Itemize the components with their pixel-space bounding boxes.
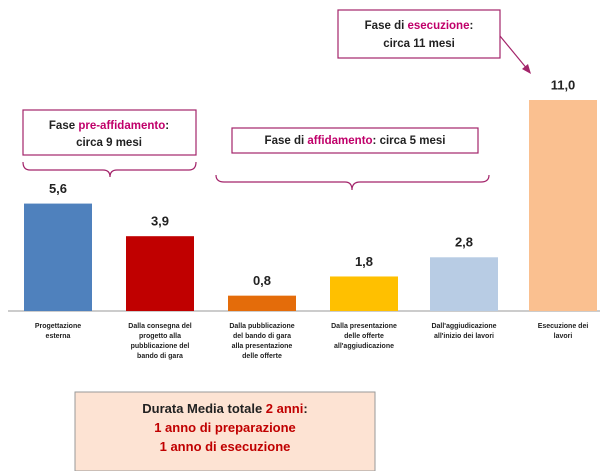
x-tick-label: alla presentazione — [232, 343, 293, 350]
annotation-part: : — [469, 20, 473, 32]
annotation-part: : — [303, 401, 307, 416]
x-tick-label: all'aggiudicazione — [334, 343, 394, 350]
annotation: 1 anno di preparazione — [154, 420, 296, 435]
x-tick-label: bando di gara — [137, 353, 183, 360]
annotation-part: pre-affidamento — [78, 120, 165, 132]
annotation: Fase pre-affidamento: — [49, 120, 169, 132]
annotation-part: circa 9 mesi — [76, 137, 142, 149]
x-tick-label: pubblicazione del — [131, 343, 190, 350]
x-tick-label: Dalla presentazione — [331, 323, 397, 330]
annotation-part: Durata Media totale — [142, 401, 266, 416]
x-tick-label: progetto alla — [139, 333, 181, 340]
bar — [126, 236, 194, 311]
annotation-part: Fase — [49, 120, 78, 132]
value-label: 1,8 — [355, 254, 373, 269]
brace — [22, 161, 197, 178]
summary-box — [74, 391, 376, 471]
annotation: circa 11 mesi — [383, 38, 455, 50]
x-tick-label: all'inizio dei lavori — [434, 333, 494, 340]
annotation: Fase di esecuzione: — [365, 20, 474, 32]
x-tick-label: delle offerte — [344, 333, 384, 340]
annotation-part: : circa 5 mesi — [373, 135, 446, 147]
annotation-box — [22, 109, 197, 156]
annotation: Fase di affidamento: circa 5 mesi — [265, 135, 446, 147]
arrow — [499, 35, 529, 71]
x-tick-label: Dall'aggiudicazione — [431, 323, 496, 330]
arrow-head — [522, 64, 531, 74]
value-label: 11,0 — [551, 77, 576, 92]
brace — [215, 174, 490, 191]
value-label: 0,8 — [253, 273, 271, 288]
annotation-box — [231, 127, 479, 154]
value-label: 2,8 — [455, 235, 473, 250]
annotation-part: esecuzione — [407, 20, 469, 32]
annotation-part: Fase di — [265, 135, 308, 147]
bar — [330, 276, 398, 311]
annotation-box — [337, 9, 501, 59]
bar — [430, 257, 498, 311]
annotation-part: affidamento — [307, 135, 372, 147]
annotation-part: 1 anno di preparazione — [154, 420, 296, 435]
annotation-part: : — [165, 120, 169, 132]
bar — [24, 203, 92, 311]
annotation: circa 9 mesi — [76, 137, 142, 149]
annotation-part: Fase di — [365, 20, 408, 32]
bar — [228, 295, 296, 311]
x-tick-label: Esecuzione dei — [538, 323, 589, 330]
bar — [529, 100, 597, 311]
x-tick-label: delle offerte — [242, 353, 282, 360]
x-tick-label: Dalla pubblicazione — [229, 323, 294, 330]
annotation-part: circa 11 mesi — [383, 38, 455, 50]
annotation-part: 1 anno di esecuzione — [160, 439, 291, 454]
x-tick-label: Dalla consegna del — [128, 323, 191, 330]
annotation: Durata Media totale 2 anni: — [142, 401, 307, 416]
x-tick-label: Progettazione — [35, 323, 81, 330]
annotation-part: 2 anni — [266, 401, 304, 416]
x-tick-label: lavori — [554, 333, 573, 340]
value-label: 5,6 — [49, 181, 67, 196]
value-label: 3,9 — [151, 214, 169, 229]
x-tick-label: del bando di gara — [233, 333, 291, 340]
annotation: 1 anno di esecuzione — [160, 439, 291, 454]
x-tick-label: esterna — [46, 333, 71, 340]
